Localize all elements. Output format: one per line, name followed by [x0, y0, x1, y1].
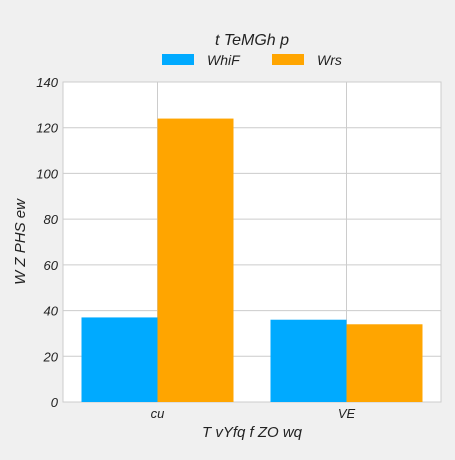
chart-title: t TeMGh p — [215, 32, 289, 49]
y-tick-label-6: 120 — [36, 121, 58, 136]
y-tick-label-2: 40 — [44, 304, 59, 319]
bar-Wrs-VE — [346, 324, 423, 402]
x-tick-labels: cu VE — [151, 406, 356, 421]
legend-swatch-WhiF — [162, 54, 194, 65]
bar-WhiF-VE — [270, 319, 347, 402]
bar-WhiF-cu — [81, 317, 158, 402]
x-axis-label: T vYfq f ZO wq — [202, 424, 303, 441]
legend-label-Wrs: Wrs — [317, 52, 342, 68]
y-tick-label-7: 140 — [36, 75, 58, 90]
legend-swatch-Wrs — [272, 54, 304, 65]
y-tick-label-1: 20 — [43, 349, 59, 364]
y-axis-label: W Z PHS ew — [12, 198, 29, 285]
bars — [81, 118, 423, 403]
legend-label-WhiF: WhiF — [207, 52, 241, 68]
x-tick-label-1: VE — [338, 406, 356, 421]
x-tick-label-0: cu — [151, 406, 165, 421]
legend: WhiF Wrs — [162, 52, 342, 68]
y-tick-labels: 0 20 40 60 80 100 120 140 — [36, 75, 58, 410]
y-tick-label-0: 0 — [51, 395, 59, 410]
y-tick-label-3: 60 — [44, 258, 59, 273]
bar-Wrs-cu — [157, 118, 234, 403]
y-tick-label-5: 100 — [36, 166, 58, 181]
y-tick-label-4: 80 — [44, 212, 59, 227]
